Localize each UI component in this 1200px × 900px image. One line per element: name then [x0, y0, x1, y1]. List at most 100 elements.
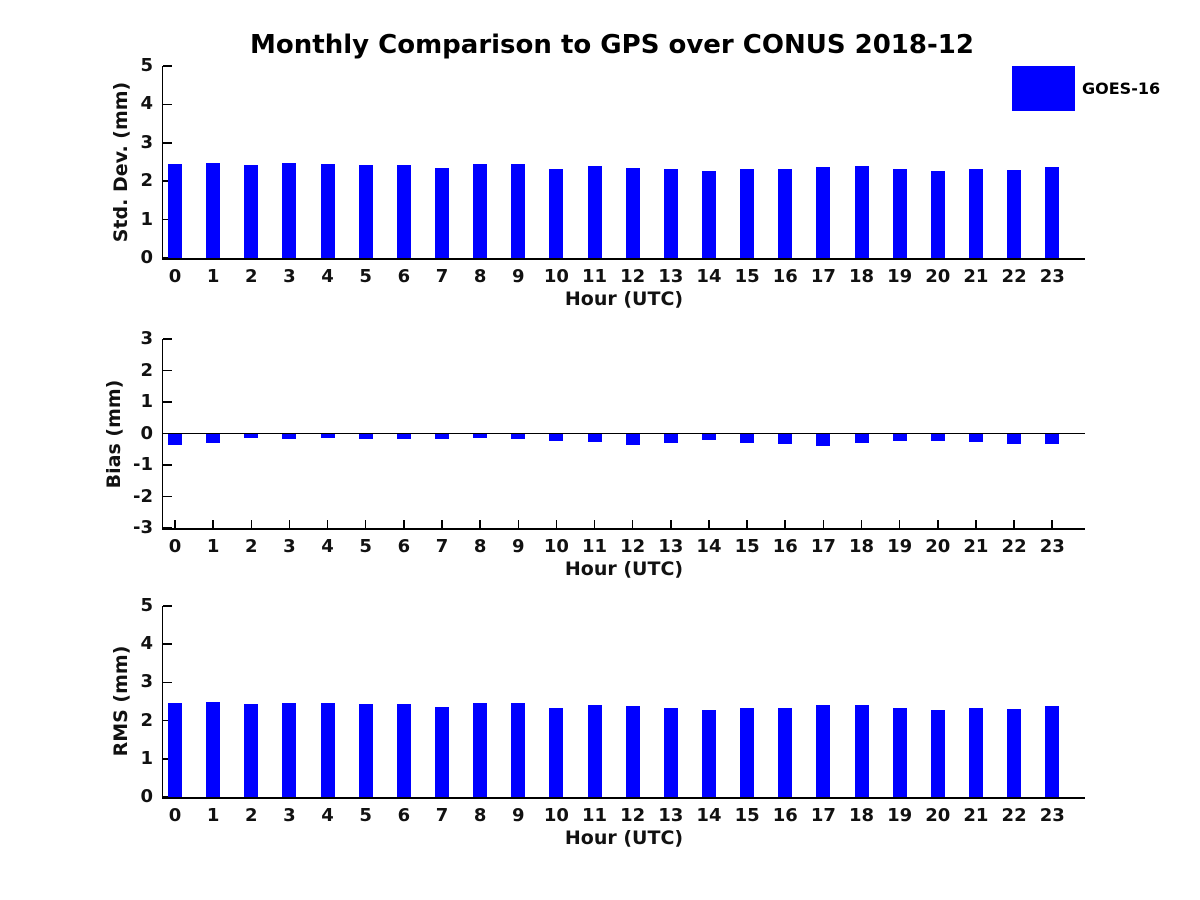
x-tick-label: 8 [473, 266, 487, 287]
x-tick-label: 15 [734, 536, 760, 557]
x-tick-label: 15 [734, 266, 760, 287]
x-tick-mark [593, 520, 596, 528]
y-axis-line [161, 606, 163, 799]
bar [892, 169, 907, 258]
y-tick-label: -2 [133, 485, 153, 507]
bar [396, 164, 411, 258]
x-tick-mark [860, 520, 863, 528]
x-tick-mark [975, 520, 977, 528]
bar [663, 433, 678, 443]
y-tick-mark [163, 180, 172, 182]
x-tick-label: 21 [963, 536, 989, 557]
x-axis-line [161, 797, 1085, 799]
x-tick-label: 5 [359, 805, 372, 826]
bar [1045, 433, 1060, 445]
legend-swatch [1012, 66, 1075, 111]
bar [282, 163, 297, 258]
x-tick-label: 20 [925, 266, 951, 287]
y-tick-mark [163, 218, 172, 221]
x-tick-label: 19 [887, 266, 913, 287]
y-axis-line [161, 66, 163, 260]
legend-series-label: GOES-16 [1082, 79, 1161, 98]
x-tick-label: 4 [321, 266, 334, 287]
y-tick-mark [163, 527, 172, 529]
bar [740, 168, 755, 258]
y-tick-mark [163, 495, 172, 498]
x-tick-mark [670, 520, 672, 528]
bar [282, 702, 297, 797]
x-tick-label: 18 [848, 536, 875, 557]
x-tick-label: 1 [206, 536, 220, 557]
x-tick-label: 19 [887, 805, 913, 826]
x-tick-label: 9 [511, 536, 525, 557]
x-tick-label: 22 [1001, 266, 1027, 287]
x-tick-label: 9 [511, 266, 525, 287]
bar [206, 163, 221, 258]
x-tick-label: 5 [359, 266, 372, 287]
x-tick-label: 16 [772, 266, 798, 287]
x-tick-label: 2 [245, 536, 258, 557]
y-tick-label: 3 [140, 671, 153, 693]
x-tick-mark [1013, 520, 1015, 528]
x-tick-label: 18 [848, 266, 875, 287]
y-tick-mark [163, 719, 172, 722]
y-tick-label: 2 [140, 170, 153, 192]
x-tick-label: 8 [473, 536, 487, 557]
x-tick-mark [937, 520, 939, 528]
x-tick-label: 3 [283, 536, 296, 557]
y-axis-line [161, 339, 163, 530]
bar [206, 433, 221, 443]
bar [244, 164, 259, 258]
bar [282, 433, 297, 439]
bar [854, 433, 869, 443]
x-tick-mark [364, 520, 367, 528]
ylabel-rms: RMS (mm) [110, 645, 132, 757]
x-tick-mark [898, 520, 901, 528]
x-tick-label: 4 [321, 536, 334, 557]
bar [358, 703, 373, 797]
bar [434, 167, 449, 258]
bar [740, 433, 755, 443]
bar [396, 433, 411, 439]
bar [320, 703, 335, 797]
x-tick-label: 6 [397, 266, 411, 287]
x-tick-label: 6 [397, 805, 411, 826]
x-tick-mark [479, 520, 481, 528]
bar [358, 164, 373, 258]
y-tick-mark [163, 103, 172, 106]
x-tick-mark [174, 520, 176, 528]
bar [1007, 170, 1022, 258]
y-tick-label: 1 [140, 747, 153, 769]
figure-title: Monthly Comparison to GPS over CONUS 201… [250, 30, 974, 60]
zero-line [161, 432, 1085, 435]
bar [511, 163, 526, 258]
y-tick-mark [163, 65, 172, 67]
y-tick-label: 5 [140, 55, 153, 76]
x-tick-label: 20 [925, 536, 951, 557]
y-tick-mark [163, 464, 172, 466]
x-tick-mark [784, 520, 786, 528]
bar [396, 704, 411, 797]
xlabel-hour-utc-top: Hour (UTC) [564, 288, 684, 310]
bar [968, 708, 983, 797]
y-tick-label: -3 [133, 517, 153, 538]
legend: GOES-16 [1012, 66, 1160, 111]
x-tick-label: 16 [772, 536, 798, 557]
bar [892, 433, 907, 441]
x-tick-label: 22 [1001, 805, 1027, 826]
x-tick-label: 13 [658, 266, 684, 287]
bar [625, 433, 640, 446]
bar [1045, 705, 1060, 797]
x-tick-label: 8 [473, 805, 487, 826]
x-tick-label: 12 [620, 266, 646, 287]
bar [434, 706, 449, 797]
bar [625, 168, 640, 258]
x-tick-label: 20 [925, 805, 951, 826]
bar [587, 704, 602, 797]
x-tick-label: 3 [283, 266, 296, 287]
y-tick-label: 4 [140, 633, 153, 655]
x-tick-label: 14 [696, 266, 722, 287]
bar [701, 709, 716, 797]
y-tick-mark [163, 142, 172, 144]
x-tick-label: 17 [810, 536, 836, 557]
